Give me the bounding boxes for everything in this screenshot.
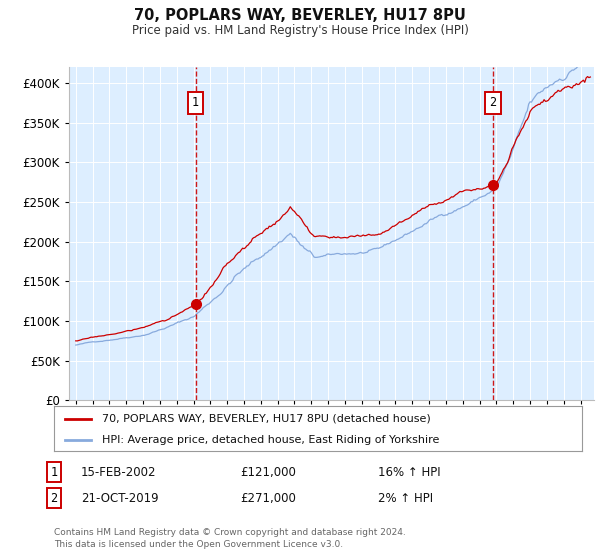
Text: £271,000: £271,000 [240,492,296,505]
Text: 1: 1 [192,96,199,109]
Text: 2: 2 [490,96,497,109]
Text: 1: 1 [50,465,58,479]
Text: £121,000: £121,000 [240,465,296,479]
Text: Price paid vs. HM Land Registry's House Price Index (HPI): Price paid vs. HM Land Registry's House … [131,24,469,36]
Text: Contains HM Land Registry data © Crown copyright and database right 2024.: Contains HM Land Registry data © Crown c… [54,528,406,537]
Text: 15-FEB-2002: 15-FEB-2002 [81,465,157,479]
Text: This data is licensed under the Open Government Licence v3.0.: This data is licensed under the Open Gov… [54,540,343,549]
Text: HPI: Average price, detached house, East Riding of Yorkshire: HPI: Average price, detached house, East… [101,435,439,445]
Text: 2: 2 [50,492,58,505]
Text: 21-OCT-2019: 21-OCT-2019 [81,492,158,505]
Text: 2% ↑ HPI: 2% ↑ HPI [378,492,433,505]
Text: 70, POPLARS WAY, BEVERLEY, HU17 8PU: 70, POPLARS WAY, BEVERLEY, HU17 8PU [134,8,466,24]
Text: 16% ↑ HPI: 16% ↑ HPI [378,465,440,479]
Text: 70, POPLARS WAY, BEVERLEY, HU17 8PU (detached house): 70, POPLARS WAY, BEVERLEY, HU17 8PU (det… [101,413,430,423]
